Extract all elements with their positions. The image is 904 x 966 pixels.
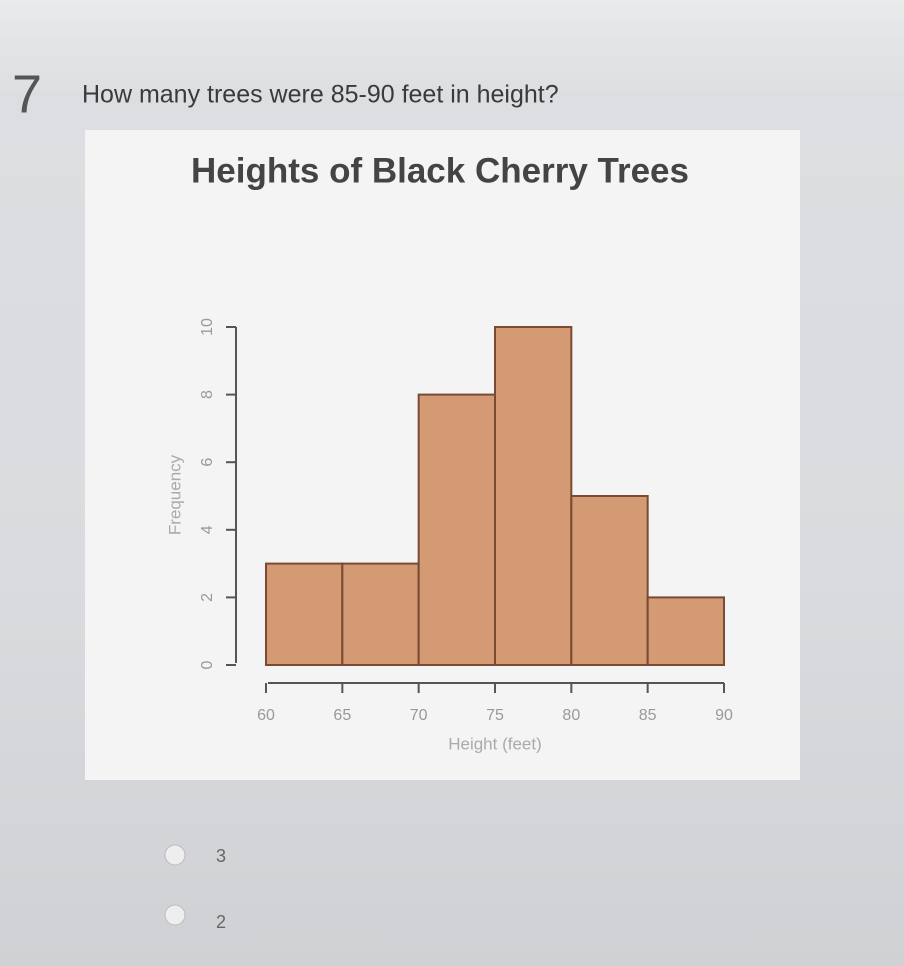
x-tick-label: 65 xyxy=(333,707,351,724)
option-label[interactable]: 3 xyxy=(216,846,226,866)
histogram-bar xyxy=(341,562,420,666)
y-tick-label: 8 xyxy=(199,390,216,399)
radio-button[interactable] xyxy=(164,844,186,866)
y-tick-label: 10 xyxy=(199,318,216,336)
y-tick-label: 6 xyxy=(199,458,216,467)
option-label[interactable]: 2 xyxy=(216,912,226,932)
question-number: 7 xyxy=(12,64,42,124)
y-tick-label: 0 xyxy=(199,660,216,669)
x-axis-label: Height (feet) xyxy=(448,734,542,753)
y-tick-label: 2 xyxy=(199,593,216,602)
y-axis-label: Frequency xyxy=(165,454,184,535)
x-tick-label: 60 xyxy=(257,707,275,724)
x-tick-label: 80 xyxy=(562,707,580,724)
x-tick-label: 70 xyxy=(410,707,428,724)
question-text: How many trees were 85-90 feet in height… xyxy=(82,81,559,109)
histogram-bar xyxy=(646,596,726,667)
chart-title: Heights of Black Cherry Trees xyxy=(191,151,689,190)
y-tick-label: 4 xyxy=(199,525,216,534)
histogram-bar xyxy=(570,495,649,666)
radio-button[interactable] xyxy=(164,904,186,926)
histogram-bar xyxy=(265,562,344,666)
histogram-bar xyxy=(417,393,496,666)
x-tick-label: 85 xyxy=(639,707,657,724)
x-tick-label: 90 xyxy=(715,707,733,724)
histogram-bar xyxy=(494,326,573,666)
x-tick-label: 75 xyxy=(486,707,504,724)
